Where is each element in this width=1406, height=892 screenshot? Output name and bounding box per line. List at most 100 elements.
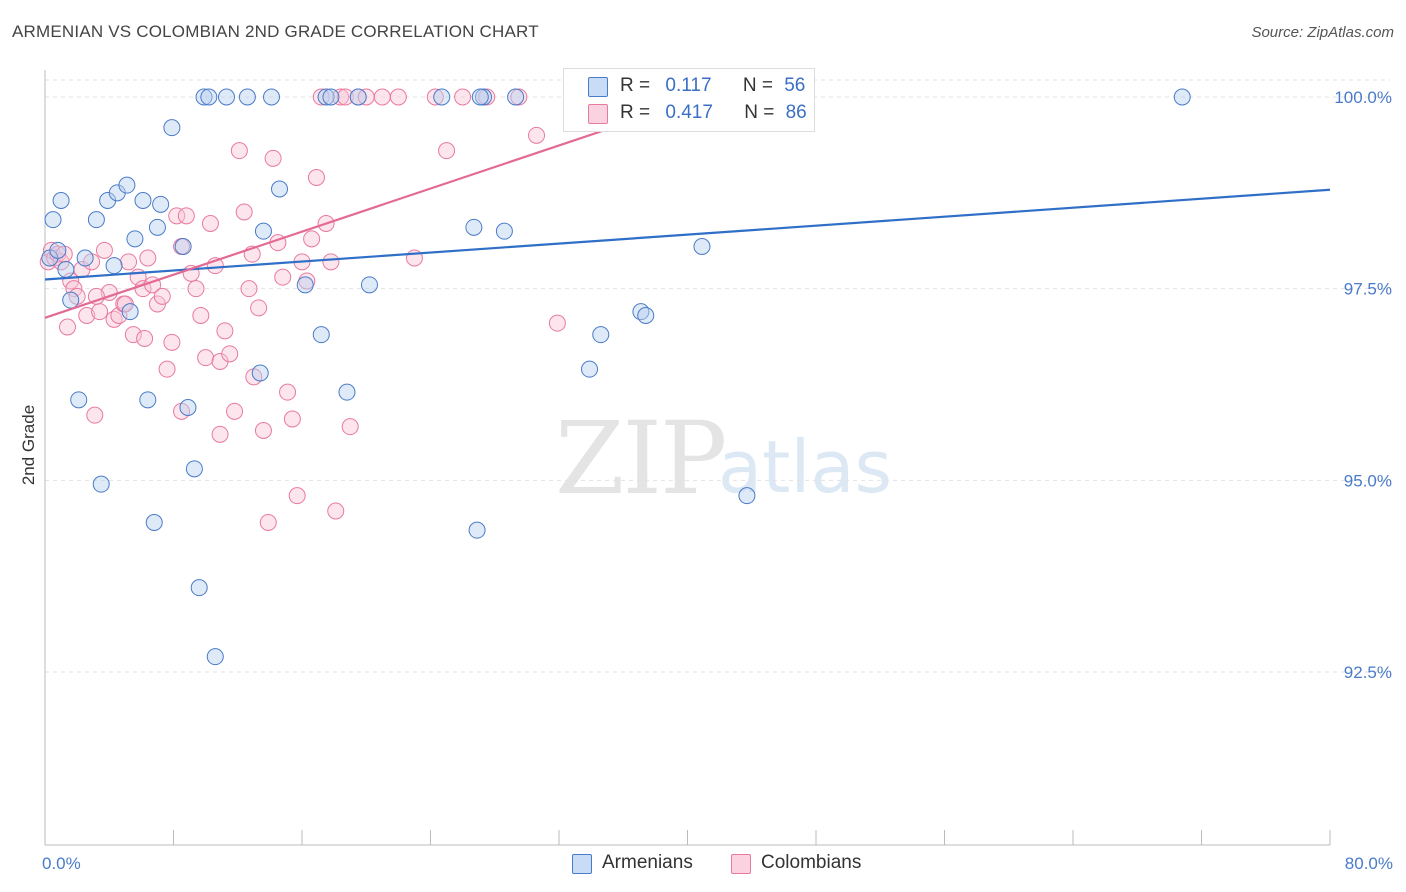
colombian-point [216,322,234,340]
colombian-point [177,207,195,225]
armenian-point [206,648,224,666]
armenian-point [312,326,330,344]
armenian-point [738,487,756,505]
colombian-point [454,88,472,106]
legend-armenian-swatch [588,77,608,97]
legend-colombian-swatch [588,104,608,124]
legend-colombian-r-label: R = [620,102,651,123]
colombian-point [136,330,154,347]
colombian-point [201,215,219,232]
colombian-point [264,149,282,167]
armenian-point [254,222,272,240]
stats-legend: R = 0.117 N = 56 R = 0.417 N = 86 [563,68,815,132]
y-tick-label: 95.0% [1344,471,1392,490]
watermark-zip: ZIP [555,400,727,517]
x-tick-label: 0.0% [42,854,81,873]
armenian-point [152,195,170,213]
armenian-point [262,88,280,106]
colombian-point [95,241,113,259]
armenian-point [693,238,711,255]
colombian-point [139,249,157,267]
colombian-point [307,169,325,186]
armenian-point [121,303,139,321]
colombian-point [197,349,215,367]
tick-labels: 92.5% 95.0% 97.5% 100.0% 0.0% 80.0% [42,88,1393,873]
armenian-point [360,276,378,294]
colombian-point [332,88,350,106]
colombian-point [274,268,292,286]
colombian-point [86,406,104,424]
armenian-point [507,88,525,106]
armenian-point [317,88,335,106]
colombian-point [124,326,142,344]
armenian-point [57,261,75,278]
colombian-point [221,345,239,363]
armenian-point [581,360,599,378]
colombian-point [120,253,138,271]
colombian-point [192,307,210,324]
armenian-point [134,192,152,209]
legend-armenian-n-label: N = [742,75,773,96]
colombian-point [312,88,330,106]
colombian-point [187,280,205,298]
colombian-point [163,333,181,351]
colombian-point [279,383,297,401]
armenian-point [190,579,208,597]
armenian-points [41,88,1191,666]
armenian-point [126,230,144,248]
y-tick-label: 92.5% [1344,663,1392,682]
armenian-point [471,88,489,106]
legend-colombian-r-value: 0.417 [665,102,713,123]
legend-armenian-r-label: R = [620,75,651,96]
armenian-point [105,257,123,275]
colombian-point [341,418,359,436]
chart-title: ARMENIAN VS COLOMBIAN 2ND GRADE CORRELAT… [12,22,539,41]
colombian-point [240,280,258,298]
bottom-legend-colombians-label: Colombians [761,852,862,873]
colombian-point [158,360,176,378]
armenian-point [118,176,136,194]
y-tick-label: 100.0% [1334,88,1392,107]
armenian-point [87,211,105,229]
armenian-point [296,276,314,294]
colombian-point [303,230,321,248]
armenian-point [349,88,367,106]
colombian-point [254,422,272,439]
trend-lines [44,95,1331,319]
colombian-point [548,314,566,332]
colombian-point [230,142,248,160]
colombian-trend-line [44,95,704,319]
colombian-point [288,487,306,505]
legend-armenian-n-value: 56 [784,75,806,96]
armenian-point [62,291,80,309]
bottom-legend-armenians-swatch [572,854,592,874]
armenian-point [338,383,356,401]
armenian-point [148,218,166,236]
armenian-point [163,119,181,137]
legend-armenian-stats: R = 0.117 N = 56 [620,75,805,97]
armenian-point [433,88,451,106]
armenian-point [238,88,256,106]
colombian-point [528,126,546,144]
armenian-point [174,238,192,255]
x-tick-label: 80.0% [1345,854,1393,873]
colombian-point [283,410,301,428]
armenian-point [179,399,197,416]
legend-armenian-r-value: 0.117 [665,75,712,96]
colombian-point [426,88,444,106]
armenian-point [49,241,67,259]
y-tick-label: 97.5% [1344,280,1392,299]
armenian-point [251,364,269,382]
armenian-point [271,180,289,198]
source-label: Source: ZipAtlas.com [1251,24,1394,41]
colombian-point [211,425,229,443]
colombian-point [91,303,109,321]
armenian-point [145,514,163,531]
armenian-point [468,521,486,539]
colombian-point [389,88,407,106]
colombian-point [373,88,391,106]
armenian-point [465,218,483,236]
armenian-point [139,391,157,409]
armenian-point [185,460,203,478]
